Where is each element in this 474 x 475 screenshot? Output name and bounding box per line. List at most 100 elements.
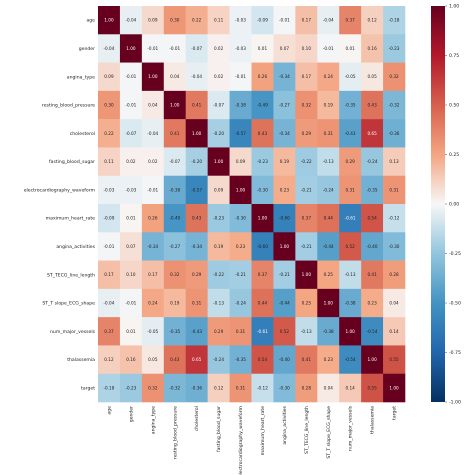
cell-value-label: 1.00: [324, 301, 334, 306]
heatmap-cell: [273, 6, 296, 35]
cell-value-label: 0.19: [214, 244, 224, 249]
cell-value-label: -0.38: [169, 187, 180, 192]
cell-value-label: 0.41: [170, 131, 180, 136]
heatmap-cell: [207, 288, 230, 318]
cell-value-label: -0.49: [257, 103, 268, 108]
cell-value-label: 0.43: [367, 103, 377, 108]
cell-value-label: -0.40: [367, 244, 378, 249]
heatmap-cell: [119, 62, 143, 92]
cell-value-label: -0.18: [104, 385, 115, 390]
heatmap-cell: [229, 345, 252, 375]
cell-value-label: 0.37: [258, 272, 268, 277]
cell-value-label: -0.21: [279, 272, 290, 277]
heatmap-cell: [383, 90, 406, 120]
heatmap-cell: [273, 288, 296, 318]
cell-value-label: 0.23: [367, 301, 377, 306]
heatmap-cell: [141, 288, 165, 318]
heatmap-cell: [98, 34, 121, 63]
cell-value-label: 0.29: [302, 131, 312, 136]
cell-value-label: 0.24: [148, 301, 158, 306]
cell-value-label: -0.32: [169, 385, 180, 390]
heatmap-cell: [163, 317, 187, 346]
heatmap-cell: [383, 317, 406, 346]
cell-value-label: 0.13: [389, 159, 399, 164]
heatmap-cell: [317, 147, 340, 177]
heatmap-cell: [185, 90, 208, 120]
heatmap-cell: [207, 62, 230, 92]
heatmap-cell: [163, 147, 187, 177]
cell-value-label: 0.55: [389, 357, 399, 362]
heatmap-cell: [339, 6, 362, 35]
cell-value-label: 0.12: [367, 18, 377, 23]
heatmap-cell: [163, 119, 187, 148]
cell-value-label: 0.41: [192, 103, 202, 108]
heatmap-cell: [141, 260, 165, 290]
cell-value-label: 0.09: [214, 187, 224, 192]
heatmap-cell: [141, 34, 165, 63]
cell-value-label: -0.57: [191, 187, 202, 192]
cell-value-label: -0.38: [345, 301, 356, 306]
cell-value-label: 0.28: [389, 272, 399, 277]
heatmap-cell: [98, 119, 121, 148]
cell-value-label: -0.43: [345, 131, 356, 136]
cell-value-label: 0.02: [126, 159, 136, 164]
cell-value-label: 0.11: [214, 18, 224, 23]
cell-value-label: 1.00: [389, 385, 399, 390]
heatmap-cell: [317, 62, 340, 92]
heatmap-cell: [185, 317, 208, 346]
cell-value-label: 0.02: [148, 159, 158, 164]
cell-value-label: 0.23: [324, 357, 334, 362]
cell-value-label: 0.02: [214, 74, 224, 79]
heatmap-cell: [119, 34, 143, 63]
heatmap-cell: [185, 373, 208, 403]
heatmap-cell: [317, 204, 340, 233]
cell-value-label: 1.00: [104, 18, 114, 23]
colorbar: [431, 6, 445, 402]
heatmap-cell: [361, 260, 384, 290]
cell-value-label: 0.65: [192, 357, 202, 362]
heatmap-cell: [361, 175, 384, 205]
row-label: maximum_heart_rate: [46, 216, 95, 222]
heatmap-cell: [251, 204, 274, 233]
cell-value-label: -0.01: [169, 46, 180, 51]
cell-value-label: 0.31: [192, 301, 202, 306]
cell-value-label: -0.35: [169, 329, 180, 334]
cell-value-label: 0.25: [302, 301, 312, 306]
cell-value-label: 0.52: [346, 244, 356, 249]
heatmap-cell: [98, 345, 121, 375]
cell-value-label: -0.01: [104, 244, 115, 249]
cell-value-label: -0.23: [125, 385, 136, 390]
cell-value-label: 0.12: [214, 385, 224, 390]
heatmap-cell: [295, 119, 318, 148]
heatmap-cell: [361, 317, 384, 346]
cell-value-label: -0.34: [279, 74, 290, 79]
row-label: ST_TECG_line_length: [47, 272, 95, 278]
heatmap-cell: [361, 232, 384, 261]
cell-value-label: -0.21: [235, 272, 246, 277]
cell-value-label: 1.00: [258, 216, 268, 221]
heatmap-cell: [229, 317, 252, 346]
cell-value-label: 1.00: [346, 329, 356, 334]
cell-value-label: -0.04: [104, 46, 115, 51]
cell-value-label: 0.65: [367, 131, 377, 136]
cell-value-label: 0.05: [148, 357, 158, 362]
heatmap-cell: [163, 175, 187, 205]
column-label: ST_T slope_ECG_shape: [326, 406, 332, 459]
heatmap-cell: [207, 119, 230, 148]
heatmap-cell: [339, 317, 362, 346]
heatmap-cell: [141, 147, 165, 177]
cell-value-label: 0.16: [367, 46, 377, 51]
row-label: angina_type: [67, 74, 95, 80]
heatmap-cell: [229, 373, 252, 403]
cell-value-label: -0.22: [213, 272, 224, 277]
heatmap-cell: [98, 260, 121, 290]
column-label: gender: [128, 406, 134, 422]
cell-value-label: 0.22: [104, 131, 114, 136]
row-label: angina_activities: [56, 244, 95, 250]
heatmap-cell: [317, 288, 340, 318]
colorbar-tick-label: -0.50: [449, 301, 461, 307]
cell-value-label: -0.03: [104, 187, 115, 192]
cell-value-label: -0.34: [147, 244, 158, 249]
heatmap-cell: [98, 6, 121, 35]
heatmap-cell: [207, 232, 230, 261]
